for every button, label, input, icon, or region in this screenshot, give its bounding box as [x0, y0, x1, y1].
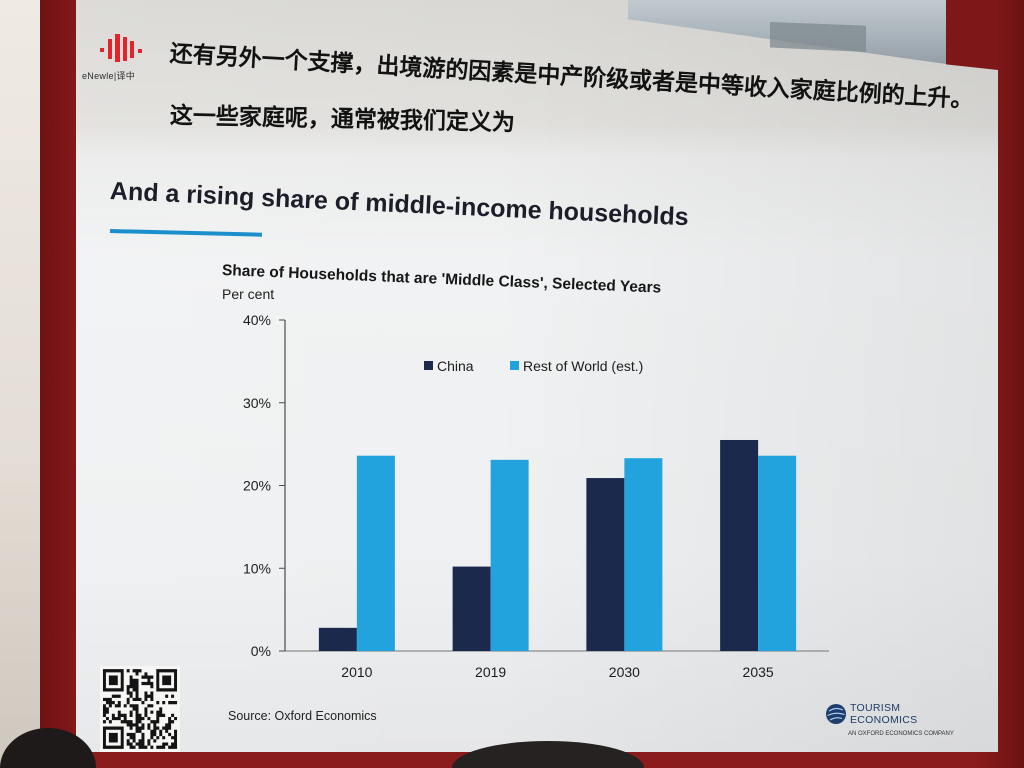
logo-text: eNewle|译中	[82, 71, 136, 81]
qr-code-modules	[102, 669, 178, 749]
ceiling-beam	[770, 22, 866, 52]
y-tick-label: 20%	[243, 478, 271, 494]
legend-label-rest-of-world-est: Rest of World (est.)	[523, 358, 643, 374]
bar-rest-of-world-est-2030	[624, 458, 663, 651]
bar-china-2010	[318, 627, 357, 651]
bar-china-2030	[586, 478, 625, 651]
y-tick-label: 0%	[251, 643, 271, 659]
presentation-slide	[76, 0, 998, 752]
room-wall	[0, 0, 42, 768]
x-tick-label-2019: 2019	[475, 664, 506, 680]
globe-icon	[826, 704, 846, 724]
tourism-economics-logo-line1: TOURISM	[850, 702, 901, 714]
y-tick-label: 30%	[243, 395, 271, 411]
tourism-economics-logo-line2: ECONOMICS	[850, 714, 918, 726]
legend-swatch-rest-of-world-est	[510, 361, 519, 370]
slide-lighting	[76, 0, 998, 752]
bar-rest-of-world-est-2035	[758, 455, 797, 651]
bar-rest-of-world-est-2019	[490, 459, 529, 651]
bar-chart: 0% 10% 20% 30% 40% 2010 2019 2030 2035 China Rest …	[243, 312, 829, 680]
y-tick-label: 40%	[243, 312, 271, 328]
x-tick-label-2030: 2030	[609, 664, 640, 680]
source-note: Source: Oxford Economics	[228, 709, 377, 723]
bar-china-2035	[720, 439, 759, 651]
legend-swatch-china	[424, 361, 433, 370]
x-tick-label-2035: 2035	[743, 664, 774, 680]
tourism-economics-tagline: AN OXFORD ECONOMICS COMPANY	[848, 731, 954, 737]
bar-china-2019	[452, 566, 491, 651]
legend-label-china: China	[437, 358, 474, 374]
x-tick-label-2010: 2010	[341, 664, 372, 680]
screen-frame-corner	[946, 0, 998, 70]
qr-code-icon	[100, 666, 180, 752]
red-bars-logo-icon	[100, 34, 144, 64]
y-axis-unit-label: Per cent	[222, 286, 275, 302]
bar-rest-of-world-est-2010	[356, 455, 395, 651]
subtitle-line-2: 这一些家庭呢，通常被我们定义为	[169, 103, 516, 137]
y-tick-label: 10%	[243, 560, 271, 576]
